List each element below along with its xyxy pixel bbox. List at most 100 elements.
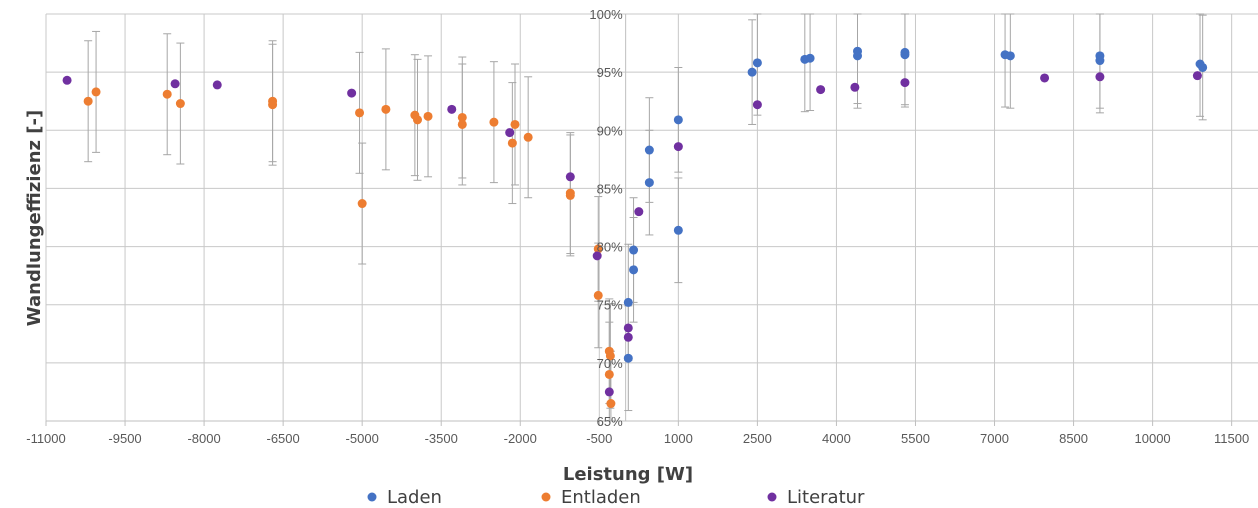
point-laden (752, 58, 762, 68)
legend-marker-laden (367, 492, 377, 502)
point-laden (629, 245, 639, 255)
y-tick-label: 90% (597, 123, 623, 138)
x-tick-label: 2500 (743, 431, 772, 446)
point-entladen (523, 132, 533, 142)
y-tick-label: 100% (589, 7, 623, 22)
x-tick-label: -8000 (187, 431, 220, 446)
point-laden (629, 265, 639, 275)
point-literatur (347, 88, 357, 98)
point-entladen (565, 190, 575, 200)
point-entladen (83, 96, 93, 106)
point-laden (1095, 56, 1105, 66)
point-laden (900, 50, 910, 60)
x-tick-label: 5500 (901, 431, 930, 446)
point-entladen (175, 99, 185, 109)
point-entladen (457, 119, 467, 129)
x-tick-label: -5000 (346, 431, 379, 446)
point-literatur (505, 128, 515, 138)
legend-item-entladen: Entladen (541, 487, 641, 508)
zero-axis-line (45, 14, 1258, 426)
x-tick-label: 8500 (1059, 431, 1088, 446)
x-tick-label: 4000 (822, 431, 851, 446)
y-tick-label: 85% (597, 181, 623, 196)
vertical-gridlines (45, 14, 1233, 421)
legend-marker-entladen (541, 492, 551, 502)
point-literatur (623, 323, 633, 333)
point-entladen (355, 108, 365, 118)
point-literatur (634, 207, 644, 217)
x-tick-label: -500 (586, 431, 612, 446)
point-laden (1198, 62, 1208, 72)
point-literatur (623, 332, 633, 342)
x-tick-label: 7000 (980, 431, 1009, 446)
point-entladen (413, 115, 423, 125)
legend-item-laden: Laden (367, 487, 442, 508)
point-literatur (850, 82, 860, 92)
y-tick-label: 95% (597, 65, 623, 80)
point-laden (623, 353, 633, 363)
point-laden (853, 51, 863, 61)
data-points (62, 46, 1208, 409)
legend-label-entladen: Entladen (561, 487, 641, 508)
point-literatur (604, 387, 614, 397)
point-laden (1005, 51, 1015, 61)
legend-item-literatur: Literatur (767, 487, 865, 508)
x-tick-label: 10000 (1135, 431, 1171, 446)
point-laden (673, 225, 683, 235)
point-literatur (592, 251, 602, 261)
point-entladen (593, 244, 603, 254)
point-literatur (1095, 72, 1105, 82)
x-tick-label: -6500 (267, 431, 300, 446)
x-tick-label: 1000 (664, 431, 693, 446)
point-literatur (447, 104, 457, 114)
point-entladen (381, 104, 391, 114)
x-tick-label: -2000 (504, 431, 537, 446)
point-entladen (593, 290, 603, 300)
y-tick-label: 75% (597, 298, 623, 313)
x-axis-title: Leistung [W] (563, 464, 693, 485)
point-laden (644, 178, 654, 188)
point-entladen (423, 111, 433, 121)
point-laden (747, 67, 757, 77)
point-entladen (268, 100, 278, 110)
legend-label-laden: Laden (387, 487, 442, 508)
x-tick-labels: -11000 -9500 -8000 -6500 -5000 -3500 -2000 -500… (26, 431, 1249, 446)
point-laden (673, 115, 683, 125)
point-entladen (604, 369, 614, 379)
point-literatur (752, 100, 762, 110)
point-literatur (900, 78, 910, 88)
point-entladen (605, 351, 615, 361)
point-entladen (357, 199, 367, 209)
x-tick-label: 11500 (1214, 431, 1249, 446)
x-tick-label: -9500 (108, 431, 141, 446)
x-tick-label: -11000 (26, 431, 66, 446)
point-literatur (212, 80, 222, 90)
point-entladen (489, 117, 499, 127)
y-tick-label: 65% (597, 414, 623, 429)
point-literatur (816, 85, 826, 95)
y-axis-title: Wandlungeffizienz [-] (24, 110, 45, 326)
legend-marker-literatur (767, 492, 777, 502)
point-entladen (510, 119, 520, 129)
point-laden (623, 297, 633, 307)
point-entladen (91, 87, 101, 97)
legend: Laden Entladen Literatur (367, 487, 865, 508)
error-bars (84, 13, 1207, 422)
point-literatur (170, 79, 180, 89)
point-laden (805, 53, 815, 63)
y-tick-label: 80% (597, 240, 623, 255)
point-literatur (1192, 71, 1202, 81)
point-entladen (606, 399, 616, 409)
horizontal-gridlines (46, 13, 1258, 422)
x-tick-label: -3500 (425, 431, 458, 446)
point-entladen (507, 138, 517, 148)
point-entladen (457, 112, 467, 122)
point-literatur (1040, 73, 1050, 83)
point-laden (644, 145, 654, 155)
legend-label-literatur: Literatur (787, 487, 865, 508)
point-entladen (162, 89, 172, 99)
point-literatur (62, 75, 72, 85)
y-tick-label: 70% (597, 356, 623, 371)
point-literatur (673, 142, 683, 152)
